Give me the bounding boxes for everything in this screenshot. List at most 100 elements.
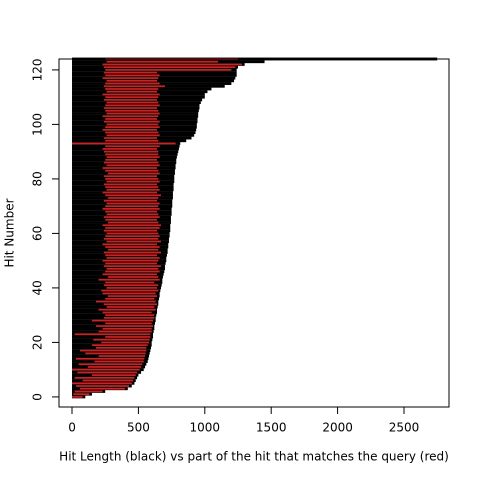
- match-segment: [103, 99, 157, 101]
- match-segment: [106, 164, 160, 167]
- match-segment: [106, 90, 157, 93]
- match-segment: [105, 270, 160, 273]
- match-segment: [102, 243, 157, 246]
- match-segment: [106, 60, 219, 63]
- match-segment: [107, 221, 159, 224]
- x-tick-label: 1500: [256, 421, 287, 435]
- match-segment: [72, 382, 132, 385]
- match-segment: [105, 314, 155, 317]
- match-segment: [102, 63, 242, 66]
- match-segment: [105, 145, 160, 148]
- match-segment: [107, 197, 159, 199]
- match-segment: [101, 289, 159, 292]
- match-segment: [102, 128, 157, 131]
- match-segment: [98, 278, 160, 281]
- match-segment: [106, 232, 159, 235]
- match-segment: [105, 194, 161, 197]
- match-segment: [103, 216, 160, 218]
- match-segment: [106, 156, 160, 158]
- match-segment: [105, 186, 159, 188]
- y-tick-label: 80: [31, 171, 45, 186]
- match-segment: [106, 134, 160, 137]
- x-tick-label: 500: [127, 421, 150, 435]
- match-segment: [102, 259, 159, 262]
- match-segment: [98, 330, 152, 333]
- match-segment: [105, 227, 160, 229]
- match-segment: [103, 199, 157, 202]
- match-segment: [106, 101, 159, 104]
- match-segment: [105, 210, 157, 213]
- plot-marks: [72, 57, 438, 399]
- match-segment: [101, 341, 150, 344]
- match-segment: [106, 287, 157, 289]
- match-segment: [98, 355, 146, 357]
- y-tick-label: 60: [31, 226, 45, 241]
- match-segment: [93, 338, 150, 341]
- match-segment: [105, 336, 151, 338]
- match-segment: [85, 352, 146, 355]
- match-segment: [102, 77, 159, 79]
- match-segment: [105, 262, 157, 265]
- match-segment: [105, 126, 160, 128]
- match-segment: [73, 393, 90, 396]
- match-segment: [102, 167, 157, 169]
- match-segment: [107, 172, 160, 175]
- match-segment: [103, 120, 160, 123]
- match-segment: [103, 317, 155, 319]
- match-segment: [102, 208, 160, 210]
- match-segment: [103, 265, 161, 267]
- match-segment: [105, 297, 155, 300]
- match-segment: [87, 366, 142, 368]
- match-segment: [72, 368, 140, 371]
- match-segment: [103, 85, 165, 88]
- match-segment: [105, 118, 157, 120]
- match-segment: [82, 379, 134, 382]
- match-segment: [77, 371, 138, 374]
- match-segment: [106, 202, 160, 205]
- match-segment: [106, 112, 160, 115]
- match-segment: [103, 161, 159, 164]
- match-segment: [103, 175, 157, 178]
- match-segment: [103, 251, 161, 254]
- x-tick-label: 2500: [389, 421, 420, 435]
- match-segment: [98, 308, 156, 311]
- match-segment: [107, 276, 159, 278]
- match-segment: [106, 188, 160, 191]
- match-segment: [105, 131, 159, 134]
- y-tick-label: 40: [31, 280, 45, 295]
- match-segment: [95, 325, 154, 327]
- match-segment: [103, 303, 157, 306]
- match-segment: [107, 248, 159, 251]
- y-tick-label: 0: [31, 393, 45, 401]
- match-segment: [105, 69, 232, 71]
- match-segment: [105, 109, 159, 112]
- match-segment: [72, 142, 176, 145]
- match-segment: [106, 306, 155, 308]
- match-segment: [103, 137, 157, 139]
- match-segment: [106, 267, 159, 270]
- match-segment: [106, 180, 160, 183]
- match-segment: [79, 387, 126, 390]
- match-segment: [105, 96, 159, 99]
- x-tick-label: 1000: [190, 421, 221, 435]
- match-segment: [106, 257, 160, 259]
- match-segment: [105, 205, 159, 208]
- match-segment: [106, 79, 157, 82]
- y-tick-label: 100: [31, 113, 45, 136]
- match-segment: [72, 396, 83, 398]
- match-segment: [95, 347, 147, 349]
- match-segment: [102, 273, 157, 276]
- match-segment: [105, 218, 157, 221]
- match-segment: [102, 327, 152, 330]
- x-axis-label: Hit Length (black) vs part of the hit th…: [59, 450, 449, 464]
- match-segment: [94, 360, 144, 363]
- match-segment: [91, 319, 154, 322]
- match-segment: [105, 169, 159, 172]
- match-segment: [74, 390, 103, 393]
- x-tick-label: 2000: [322, 421, 353, 435]
- match-segment: [105, 254, 157, 257]
- match-segment: [103, 229, 157, 232]
- match-segment: [107, 295, 157, 297]
- match-segment: [75, 357, 145, 360]
